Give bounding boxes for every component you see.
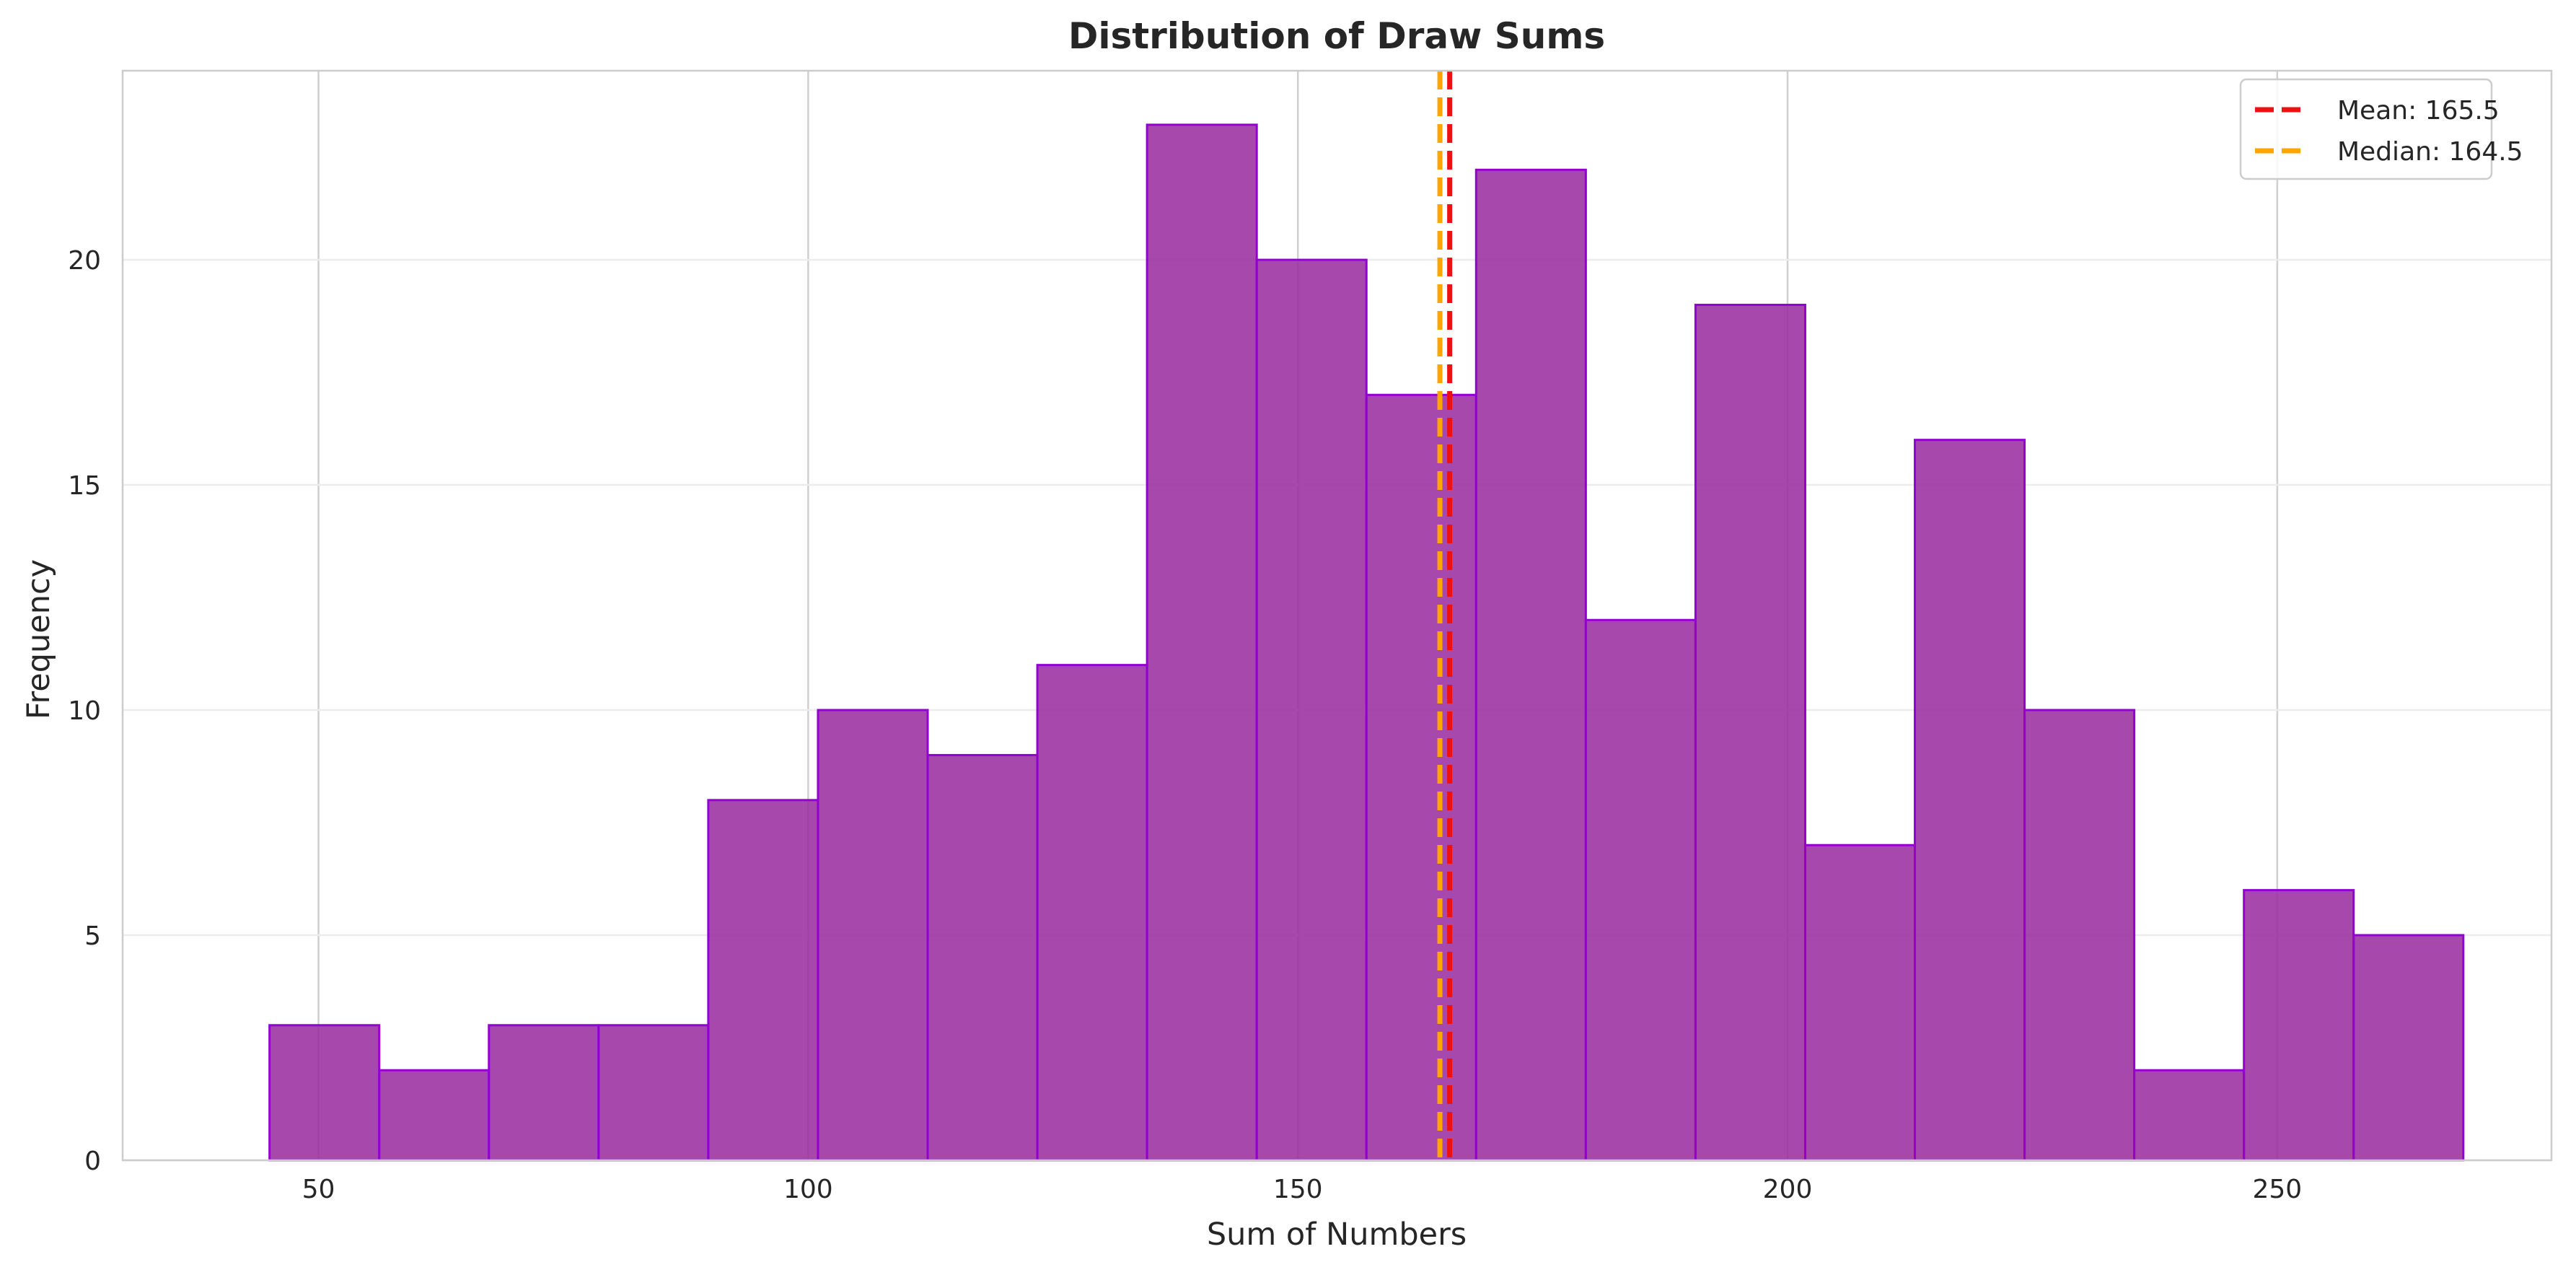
x-tick-label: 150 xyxy=(1273,1175,1323,1204)
histogram-bar xyxy=(1036,664,1148,1162)
histogram-bar xyxy=(1914,439,2026,1162)
histogram-bar xyxy=(1255,258,1368,1162)
histogram-bar xyxy=(597,1024,710,1162)
x-tick-label: 250 xyxy=(2252,1175,2302,1204)
legend-box xyxy=(2239,78,2493,180)
histogram-bar xyxy=(1365,393,1477,1162)
histogram-bar xyxy=(1803,844,1917,1162)
x-tick-label: 200 xyxy=(1763,1175,1813,1204)
x-tick-label: 50 xyxy=(302,1175,335,1204)
histogram-bar xyxy=(2133,1069,2246,1162)
y-tick-label: 15 xyxy=(68,471,101,501)
histogram-bar xyxy=(1146,123,1258,1162)
histogram-bar xyxy=(1584,618,1697,1162)
histogram-bar xyxy=(378,1069,491,1162)
histogram-bar xyxy=(926,753,1039,1162)
legend-mean-label: Mean: 165.5 xyxy=(2337,96,2500,126)
histogram-bar xyxy=(1694,303,1806,1162)
histogram-bar xyxy=(817,709,929,1162)
chart-title: Distribution of Draw Sums xyxy=(1068,15,1605,57)
histogram-bar xyxy=(2023,709,2136,1162)
histogram-bar xyxy=(2243,889,2355,1162)
x-tick-label: 100 xyxy=(783,1175,833,1204)
y-tick-label: 20 xyxy=(68,246,101,276)
y-tick-label: 10 xyxy=(68,696,101,726)
y-axis-label: Frequency xyxy=(21,559,57,719)
tick-labels: 50 100 150 200 250 0 5 10 15 20 xyxy=(68,246,2302,1204)
legend-median-label: Median: 164.5 xyxy=(2337,137,2523,167)
plot-frame xyxy=(121,69,2553,1162)
y-tick-label: 5 xyxy=(84,921,101,951)
histogram-bars xyxy=(268,123,2465,1162)
histogram-bar xyxy=(2352,934,2465,1162)
reference-lines xyxy=(1437,71,1453,1160)
histogram-bar xyxy=(488,1024,600,1162)
histogram-bar xyxy=(707,799,819,1162)
histogram-bar xyxy=(268,1024,381,1162)
legend: Mean: 165.5 Median: 164.5 xyxy=(2239,78,2523,180)
x-axis-label: Sum of Numbers xyxy=(1207,1217,1467,1253)
histogram-bar xyxy=(1474,168,1587,1162)
y-tick-label: 0 xyxy=(84,1147,101,1176)
